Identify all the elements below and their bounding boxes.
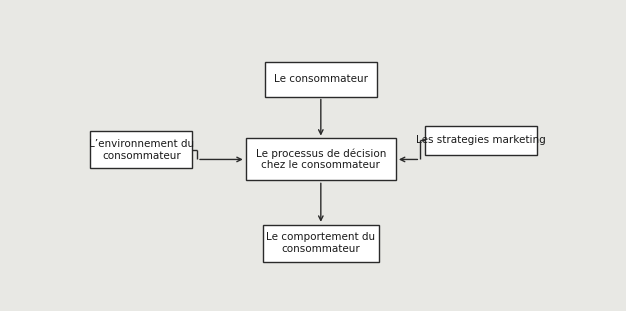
FancyBboxPatch shape — [265, 62, 377, 97]
Text: Le comportement du
consommateur: Le comportement du consommateur — [266, 232, 376, 254]
Text: Le processus de décision
chez le consommateur: Le processus de décision chez le consomm… — [255, 148, 386, 170]
Text: Les strategies marketing: Les strategies marketing — [416, 135, 546, 145]
Text: L’environnement du
consommateur: L’environnement du consommateur — [89, 139, 194, 161]
FancyBboxPatch shape — [425, 126, 536, 155]
FancyBboxPatch shape — [90, 131, 192, 169]
Text: Le consommateur: Le consommateur — [274, 74, 368, 84]
FancyBboxPatch shape — [262, 225, 379, 262]
FancyBboxPatch shape — [245, 138, 396, 180]
